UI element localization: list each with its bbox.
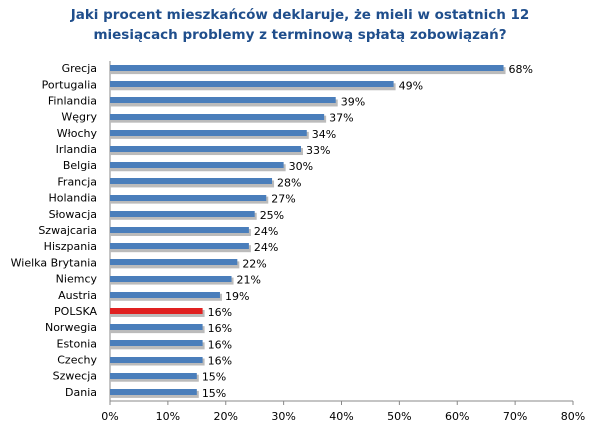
bar [110, 373, 197, 379]
value-label: 30% [289, 160, 313, 173]
value-label: 33% [306, 144, 330, 157]
value-label: 24% [254, 225, 278, 238]
y-tick-label: Dania [65, 386, 97, 399]
bar [110, 81, 394, 87]
y-tick-label: Finlandia [48, 94, 97, 107]
y-tick-label: Szwecja [53, 370, 97, 383]
value-label: 28% [277, 176, 301, 189]
y-tick-label: Wielka Brytania [11, 256, 97, 269]
value-label: 15% [202, 371, 226, 384]
bar [110, 308, 203, 314]
y-tick-label: Estonia [57, 337, 98, 350]
x-tick-label: 40% [329, 410, 353, 423]
bar [110, 276, 232, 282]
value-label: 16% [208, 338, 232, 351]
y-tick-label: Francja [57, 175, 97, 188]
value-label: 37% [329, 112, 353, 125]
value-label: 16% [208, 306, 232, 319]
y-tick-label: Włochy [57, 127, 98, 140]
bar [110, 65, 504, 71]
bar [110, 292, 220, 298]
value-label: 16% [208, 355, 232, 368]
y-tick-label: Grecja [62, 62, 97, 75]
x-tick-label: 10% [156, 410, 180, 423]
y-tick-label: Holandia [48, 192, 97, 205]
bar [110, 97, 336, 103]
y-tick-label: POLSKA [54, 305, 97, 318]
y-tick-label: Czechy [57, 354, 97, 367]
bar [110, 178, 273, 184]
x-tick-label: 60% [445, 410, 469, 423]
y-tick-label: Austria [58, 289, 97, 302]
y-tick-label: Słowacja [49, 208, 97, 221]
chart-title: Jaki procent mieszkańców deklaruje, że m… [70, 7, 530, 23]
bar [110, 162, 284, 168]
value-label: 27% [271, 193, 295, 206]
y-tick-label: Szwajcaria [38, 224, 97, 237]
value-label: 39% [341, 95, 365, 108]
bar [110, 195, 267, 201]
value-label: 15% [202, 387, 226, 400]
value-label: 22% [242, 257, 266, 270]
bar [110, 259, 238, 265]
bar [110, 324, 203, 330]
value-label: 68% [509, 63, 533, 76]
x-tick-label: 20% [214, 410, 238, 423]
value-label: 49% [399, 79, 423, 92]
chart-title: miesiącach problemy z terminową spłatą z… [93, 27, 506, 43]
value-label: 21% [237, 274, 261, 287]
x-tick-label: 70% [503, 410, 527, 423]
bar [110, 340, 203, 346]
bar [110, 130, 307, 136]
value-label: 25% [260, 209, 284, 222]
x-tick-label: 80% [561, 410, 585, 423]
value-label: 19% [225, 290, 249, 303]
y-tick-label: Hiszpania [44, 240, 97, 253]
value-label: 24% [254, 241, 278, 254]
value-label: 34% [312, 128, 336, 141]
x-tick-label: 0% [101, 410, 118, 423]
x-tick-label: 30% [271, 410, 295, 423]
y-tick-label: Portugalia [42, 78, 97, 91]
bar [110, 146, 301, 152]
y-tick-label: Norwegia [45, 321, 97, 334]
bar [110, 211, 255, 217]
bar [110, 114, 325, 120]
bar [110, 227, 249, 233]
y-tick-label: Niemcy [56, 273, 98, 286]
value-label: 16% [208, 322, 232, 335]
x-tick-label: 50% [387, 410, 411, 423]
bar [110, 243, 249, 249]
bar [110, 357, 203, 363]
bar [110, 389, 197, 395]
y-tick-label: Belgia [63, 159, 97, 172]
y-tick-label: Węgry [61, 111, 97, 124]
y-tick-label: Irlandia [56, 143, 97, 156]
